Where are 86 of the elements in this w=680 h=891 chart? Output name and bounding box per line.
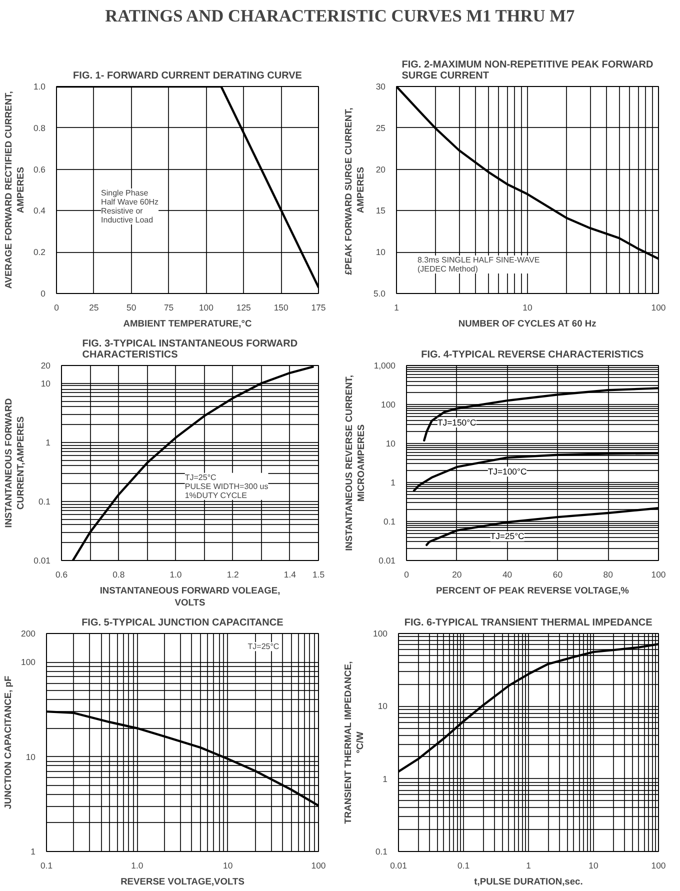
x-tick-label: 1.2 <box>226 570 240 580</box>
y-tick-label: 20 <box>40 360 51 370</box>
x-tick-label: 1.4 <box>284 570 296 580</box>
x-tick-label: 100 <box>198 302 214 312</box>
y-tick-label: 30 <box>376 82 386 92</box>
y-tick-label: 100 <box>21 657 36 668</box>
chart-title: FIG. 6-TYPICAL TRANSIENT THERMAL IMPEDANCE <box>404 618 653 628</box>
chart-title: FIG. 3-TYPICAL INSTANTANEOUS FORWARD CHARACTERISTICS <box>82 338 298 360</box>
y-tick-label: 0.4 <box>33 206 46 216</box>
x-tick-label: 100 <box>311 860 326 870</box>
x-tick-label: 100 <box>651 860 666 870</box>
series-label: TJ=150°C <box>437 417 476 428</box>
x-tick-label: 100 <box>651 570 666 580</box>
y-tick-label: 100 <box>381 400 396 410</box>
x-axis-title: REVERSE VOLTAGE,VOLTS <box>120 876 244 886</box>
x-tick-label: 100 <box>651 302 666 312</box>
x-tick-label: 175 <box>311 302 326 312</box>
y-tick-label: 1,000 <box>374 360 396 370</box>
y-tick-label: 0.6 <box>33 164 46 174</box>
x-tick-label: 0.8 <box>112 570 125 580</box>
annotation: TJ=25°C PULSE WIDTH=300 us 1%DUTY CYCLE <box>184 472 268 500</box>
y-tick-label: 5.0 <box>373 288 386 298</box>
y-tick-label: 0.1 <box>38 496 51 506</box>
y-tick-label: 1 <box>30 846 36 856</box>
x-tick-label: 0.1 <box>457 860 470 870</box>
x-tick-label: 0.6 <box>55 570 68 580</box>
y-tick-label: 10 <box>376 247 386 258</box>
chart-title: FIG. 5-TYPICAL JUNCTION CAPACITANCE <box>82 618 284 628</box>
y-tick-label: 25 <box>376 122 386 133</box>
y-tick-label: 10 <box>386 438 396 448</box>
x-tick-label: 1.5 <box>312 570 325 580</box>
y-tick-label: 100 <box>373 628 388 638</box>
x-tick-label: 50 <box>126 302 136 312</box>
x-axis-title: NUMBER OF CYCLES AT 60 Hz <box>458 318 597 328</box>
y-tick-label: 1.0 <box>33 82 46 92</box>
text: RATINGS AND CHARACTERISTIC CURVES M1 THRU M7 <box>105 6 575 26</box>
x-tick-label: 125 <box>236 302 252 312</box>
annotation: TJ=25°C <box>248 642 280 652</box>
x-tick-label: 0 <box>404 570 410 580</box>
x-axis-title: PERCENT OF PEAK REVERSE VOLTAGE,% <box>436 586 630 596</box>
x-tick-label: 60 <box>552 570 563 580</box>
x-axis-title: INSTANTANEOUS FORWARD VOLEAGE, VOLTS <box>100 586 280 608</box>
x-tick-label: 10 <box>588 860 598 870</box>
y-axis-title: £PEAK FORWARD SURGE CURRENT, AMPERES <box>343 108 366 275</box>
series-label: TJ=100°C <box>488 466 527 477</box>
annotation: 8.3ms SINGLE HALF SINE-WAVE (JEDEC Method) <box>417 256 540 274</box>
x-tick-label: 25 <box>89 302 99 312</box>
y-tick-label: 0.8 <box>33 122 46 133</box>
x-tick-label: 0 <box>54 302 60 312</box>
chart-title: FIG. 4-TYPICAL REVERSE CHARACTERISTICS <box>421 350 644 360</box>
x-tick-label: 10 <box>522 302 532 312</box>
y-tick-label: 0.01 <box>34 556 51 566</box>
x-axis-title: AMBIENT TEMPERATURE,°C <box>123 318 252 328</box>
chart-title: FIG. 1- FORWARD CURRENT DERATING CURVE <box>73 70 302 82</box>
y-axis-title: TRANSIENT THERMAL IMPEDANCE, °C/W <box>343 661 366 824</box>
y-axis-title: JUNCTION CAPACITANCE, pF <box>3 676 14 810</box>
y-tick-label: 1 <box>46 437 51 448</box>
annotation: Single Phase Half Wave 60Hz Resistive or Inductive Load <box>101 188 159 225</box>
y-tick-label: 0.1 <box>375 846 388 856</box>
y-tick-label: 10 <box>378 701 388 712</box>
x-tick-label: 1 <box>526 860 532 870</box>
y-tick-label: 1 <box>390 478 396 488</box>
y-tick-label: 0.01 <box>378 556 396 566</box>
x-tick-label: 20 <box>452 570 462 580</box>
y-tick-label: 0 <box>40 288 46 298</box>
y-axis-title: INSTANTANEOUS REVERSE CURRENT, MICROAMPERES <box>344 375 366 551</box>
y-tick-label: 10 <box>26 752 36 762</box>
series-label: TJ=25°C <box>490 531 524 542</box>
y-tick-label: 15 <box>376 206 386 216</box>
y-tick-label: 0.1 <box>383 516 396 526</box>
y-axis-title: AVERAGE FORWARD RECTIFIED CURRENT, AMPERES <box>3 91 26 289</box>
y-tick-label: 10 <box>40 378 51 388</box>
x-tick-label: 150 <box>274 302 288 312</box>
y-tick-label: 1 <box>382 774 388 784</box>
x-tick-label: 80 <box>603 570 614 580</box>
y-tick-label: 0.2 <box>33 247 46 258</box>
y-axis-title: INSTANTANEOUS FORWARD CURRENT,AMPERES <box>4 398 26 528</box>
y-tick-label: 200 <box>21 628 36 638</box>
x-tick-label: 1.0 <box>131 860 144 870</box>
x-tick-label: 75 <box>164 302 174 312</box>
y-tick-label: 20 <box>376 164 386 174</box>
x-tick-label: 40 <box>502 570 512 580</box>
x-tick-label: 1.0 <box>170 570 182 580</box>
x-axis-title: t,PULSE DURATION,sec. <box>474 876 583 886</box>
x-tick-label: 10 <box>223 860 233 870</box>
chart-title: FIG. 2-MAXIMUM NON-REPETITIVE PEAK FORWARD SURGE CURRENT <box>402 60 654 82</box>
